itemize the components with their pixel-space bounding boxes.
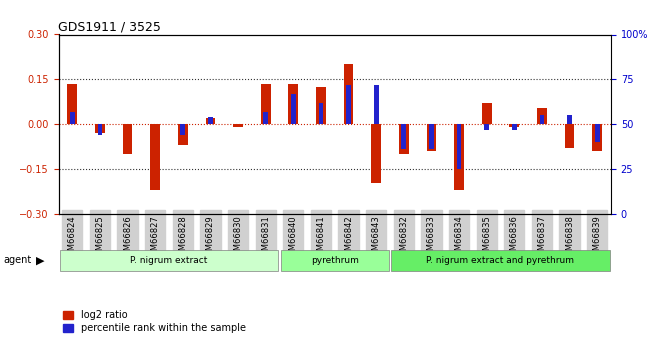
Bar: [261, 84, 270, 124]
Bar: [429, 124, 434, 149]
Bar: [68, 84, 77, 124]
Bar: [457, 124, 462, 169]
Bar: [123, 124, 133, 154]
FancyBboxPatch shape: [391, 250, 610, 271]
Bar: [233, 124, 243, 127]
Legend: log2 ratio, percentile rank within the sample: log2 ratio, percentile rank within the s…: [63, 310, 246, 333]
Bar: [482, 103, 491, 124]
Text: GDS1911 / 3525: GDS1911 / 3525: [58, 20, 161, 33]
Bar: [512, 124, 517, 130]
Bar: [592, 124, 602, 151]
Bar: [70, 112, 75, 124]
Bar: [537, 108, 547, 124]
Bar: [205, 118, 215, 124]
Bar: [567, 115, 572, 124]
Text: agent: agent: [3, 256, 31, 265]
Bar: [402, 124, 406, 149]
Bar: [208, 117, 213, 124]
Bar: [540, 115, 544, 124]
Bar: [150, 124, 160, 190]
Bar: [565, 124, 575, 148]
Bar: [181, 124, 185, 135]
FancyBboxPatch shape: [60, 250, 278, 271]
Text: P. nigrum extract and pyrethrum: P. nigrum extract and pyrethrum: [426, 256, 575, 265]
Text: P. nigrum extract: P. nigrum extract: [130, 256, 208, 265]
Bar: [289, 84, 298, 124]
Bar: [346, 85, 351, 124]
Text: ▶: ▶: [36, 256, 44, 265]
Bar: [316, 87, 326, 124]
Bar: [484, 124, 489, 130]
Bar: [426, 124, 436, 151]
Bar: [510, 124, 519, 127]
Bar: [454, 124, 464, 190]
Bar: [371, 124, 381, 183]
Bar: [374, 85, 378, 124]
Bar: [318, 103, 323, 124]
Bar: [263, 112, 268, 124]
Bar: [95, 124, 105, 133]
Bar: [595, 124, 599, 142]
Bar: [399, 124, 409, 154]
FancyBboxPatch shape: [281, 250, 389, 271]
Bar: [98, 124, 102, 135]
Bar: [178, 124, 188, 145]
Text: pyrethrum: pyrethrum: [311, 256, 359, 265]
Bar: [291, 94, 296, 124]
Bar: [344, 65, 354, 124]
